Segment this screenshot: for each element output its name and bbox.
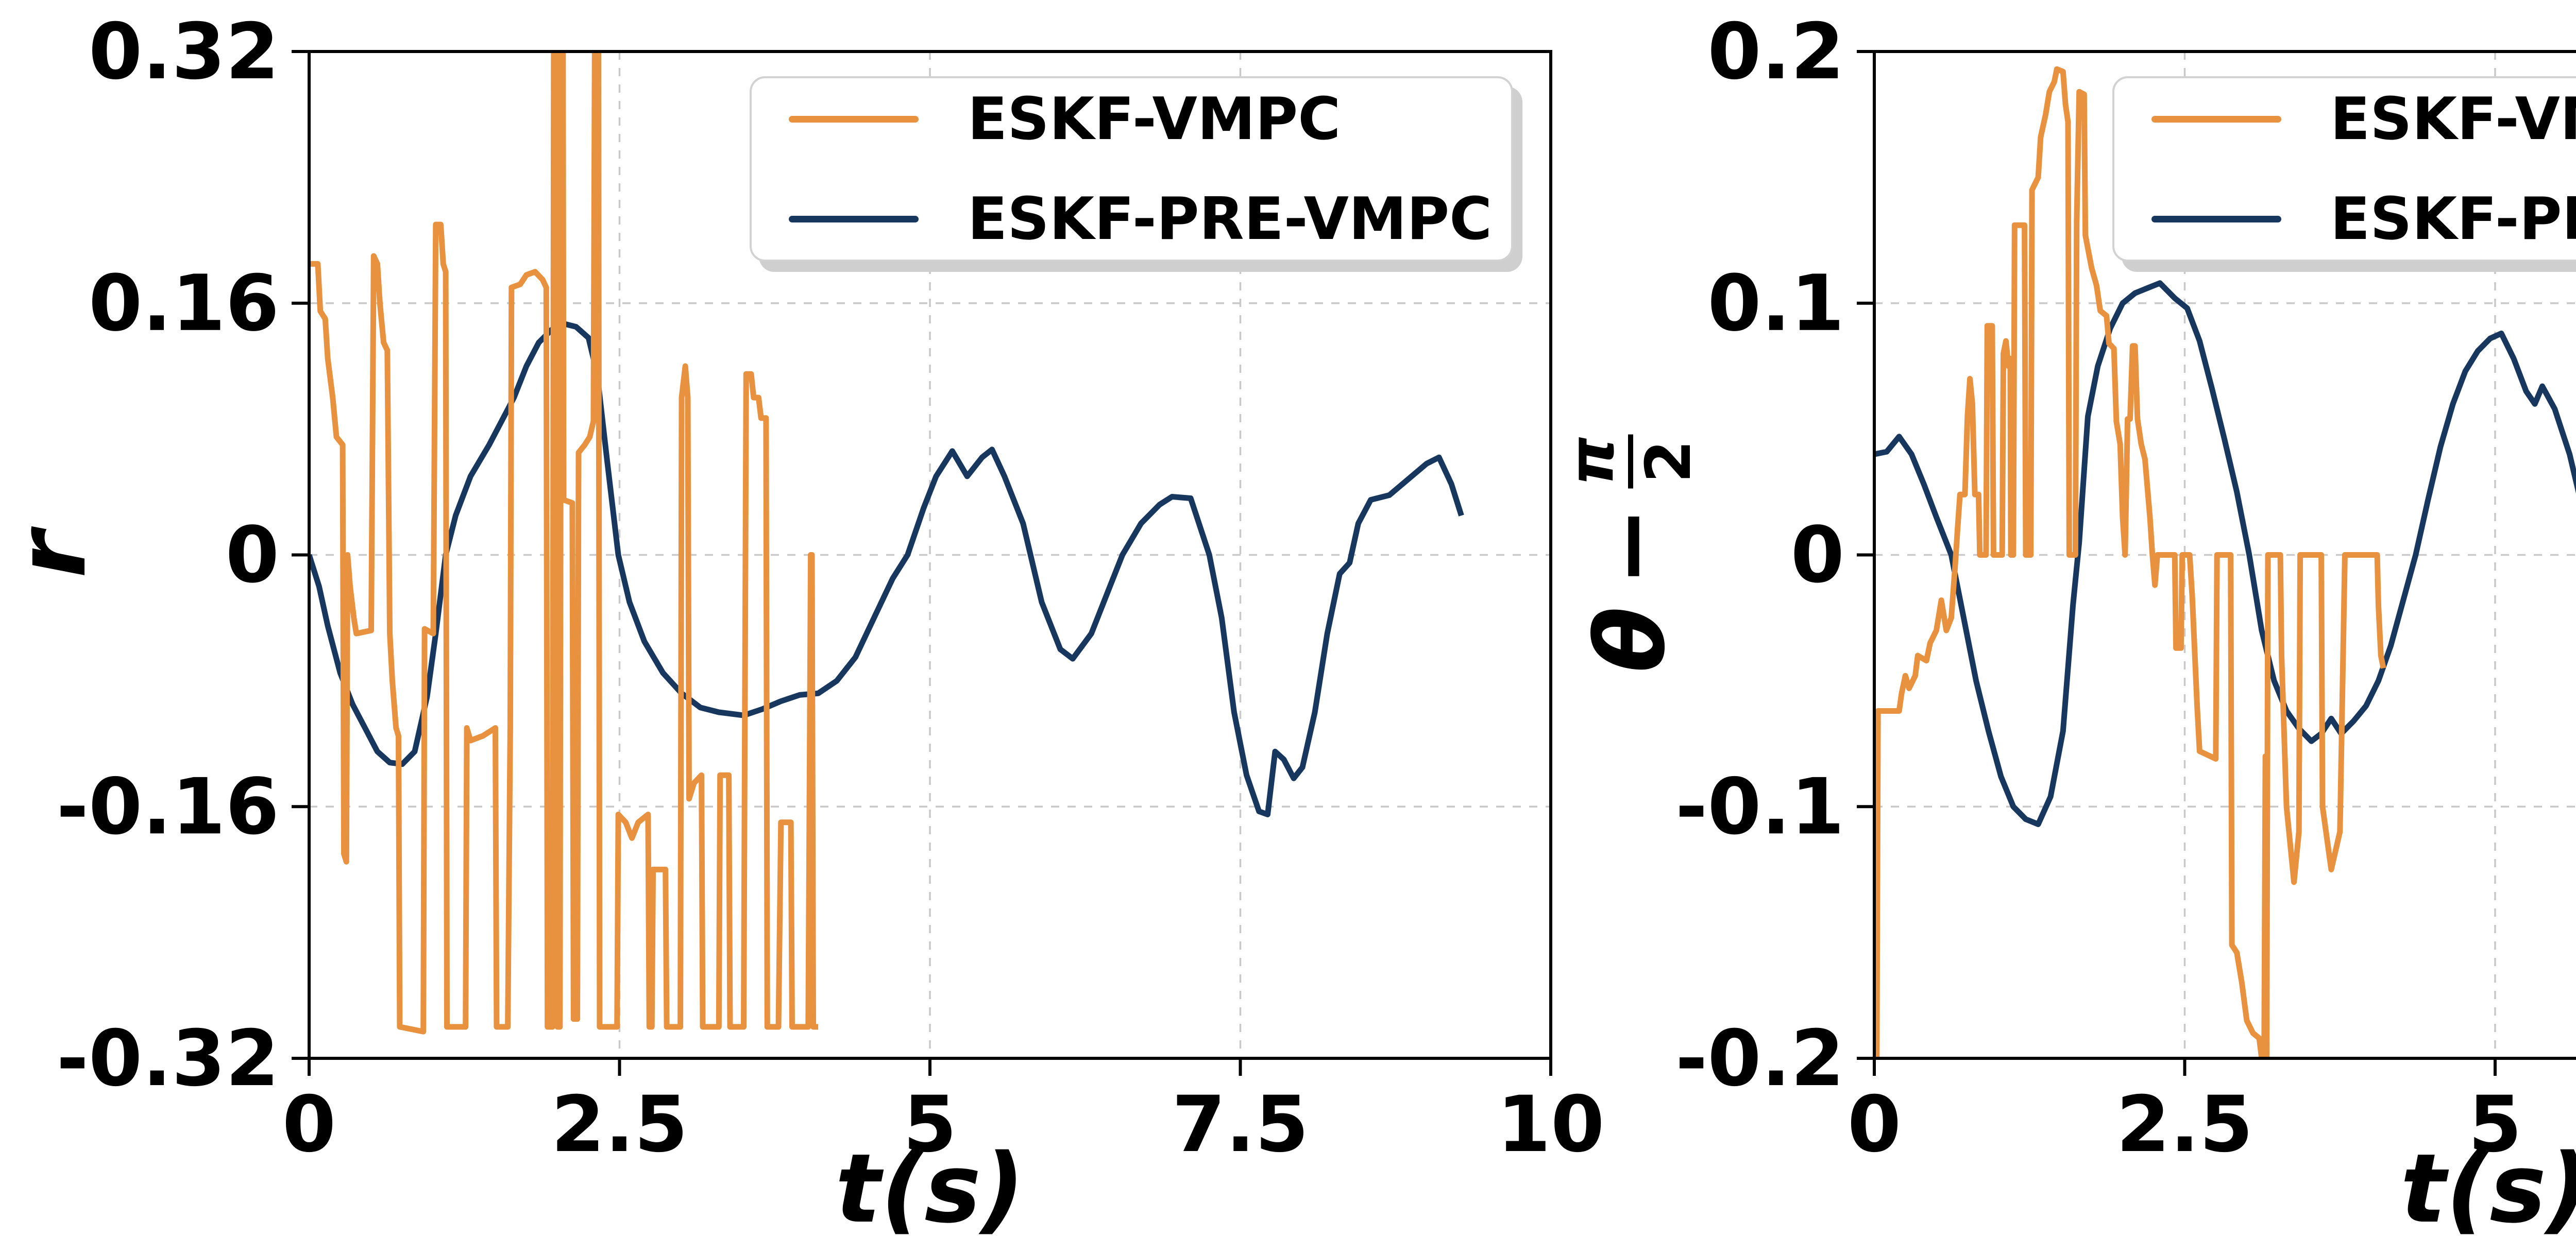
legend-label: ESKF-VMPC (2330, 85, 2576, 153)
y-tick-label: 0.32 (89, 7, 279, 97)
right-y-axis-label: θ − π 2 (1556, 434, 1705, 673)
y-tick-label: 0.2 (1707, 7, 1844, 97)
left-y-axis-label: r (0, 531, 107, 578)
legend-left-plot: ESKF-VMPC ESKF-PRE-VMPC (750, 76, 1513, 262)
legend-entry-eskf-pre-vmpc: ESKF-PRE-VMPC (789, 185, 1492, 253)
left-x-axis-label: t(s) (835, 1133, 1025, 1236)
legend-right-plot: ESKF-VMPC ESKF-PRE-VMPC (2112, 76, 2576, 262)
pi-over-two-fraction: π 2 (1556, 434, 1705, 489)
eskf-vmpc-line-swatch (2151, 115, 2281, 123)
right-x-axis-label: t(s) (2400, 1133, 2576, 1236)
fraction-bar (1628, 434, 1633, 489)
theta-symbol: θ (1575, 607, 1686, 673)
y-tick-label: -0.32 (57, 1014, 279, 1104)
legend-label: ESKF-PRE-VMPC (968, 185, 1493, 253)
y-tick-label: -0.16 (57, 762, 279, 852)
x-tick-label: 7.5 (1172, 1080, 1309, 1170)
x-tick-label: 0 (282, 1080, 336, 1170)
minus-symbol: − (1575, 506, 1686, 587)
left-plot: 0 2.5 5 7.5 10 0.32 0.16 0 -0.16 -0.32 (57, 7, 1605, 1170)
left-plot-series-eskf-pre-vmpc (309, 321, 1464, 817)
fraction-numerator: π (1556, 437, 1628, 486)
y-tick-label: 0.16 (89, 259, 279, 349)
left-plot-series-eskf-vmpc (309, 52, 819, 1035)
y-tick-label: -0.2 (1675, 1014, 1844, 1104)
y-tick-label: -0.1 (1675, 762, 1844, 852)
right-plot-series-eskf-vmpc (1874, 66, 2386, 1058)
eskf-pre-vmpc-line-swatch (789, 215, 919, 222)
legend-entry-eskf-vmpc: ESKF-VMPC (2151, 85, 2576, 153)
legend-label: ESKF-VMPC (968, 85, 1341, 153)
right-plot-series-eskf-pre-vmpc (1874, 280, 2576, 827)
x-tick-label: 10 (1497, 1080, 1605, 1170)
y-tick-label: 0.1 (1707, 259, 1844, 349)
x-tick-label: 5 (903, 1080, 957, 1170)
legend-label: ESKF-PRE-VMPC (2330, 185, 2576, 253)
y-tick-label: 0 (226, 511, 279, 600)
x-tick-label: 0 (1848, 1080, 1901, 1170)
legend-entry-eskf-pre-vmpc: ESKF-PRE-VMPC (2151, 185, 2576, 253)
legend-entry-eskf-vmpc: ESKF-VMPC (789, 85, 1474, 153)
x-tick-label: 2.5 (2116, 1080, 2253, 1170)
y-tick-label: 0 (1791, 511, 1844, 600)
eskf-pre-vmpc-line-swatch (2151, 215, 2281, 222)
left-plot-ticks: 0 2.5 5 7.5 10 0.32 0.16 0 -0.16 -0.32 (57, 7, 1605, 1170)
x-tick-label: 5 (2468, 1080, 2522, 1170)
x-tick-label: 2.5 (551, 1080, 688, 1170)
fraction-denominator: 2 (1633, 440, 1705, 483)
eskf-vmpc-line-swatch (789, 115, 919, 123)
